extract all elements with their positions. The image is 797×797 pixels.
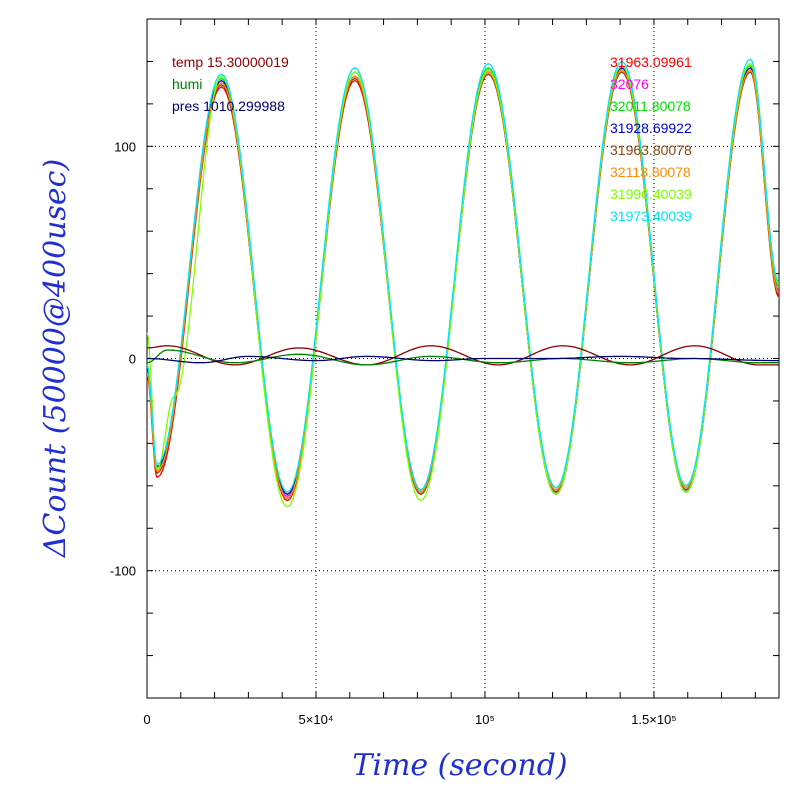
legend-entry: 31963.80078 xyxy=(610,142,692,158)
x-tick-label: 10⁵ xyxy=(475,712,495,727)
series-line xyxy=(146,58,780,493)
legend-entry: humi xyxy=(172,76,202,92)
x-axis-title: Time (second) xyxy=(352,748,567,783)
x-tick-label: 1.5×10⁵ xyxy=(631,712,677,727)
y-tick-label: 100 xyxy=(114,139,136,154)
y-axis-title: ΔCount (50000@400usec) xyxy=(38,159,73,558)
legend-right: 31963.09961 32076 32011.80078 31928.69922 31… xyxy=(610,54,692,224)
legend-entry: 31963.09961 xyxy=(610,54,692,70)
legend-entry: 31928.69922 xyxy=(610,120,692,136)
series-line xyxy=(147,349,779,366)
legend-entry: 32011.80078 xyxy=(610,98,691,114)
series-line xyxy=(147,345,779,366)
y-tick-label: -100 xyxy=(110,564,136,579)
legend-entry: 31973.40039 xyxy=(610,208,692,224)
series-lines xyxy=(146,58,780,508)
legend-entry: 32113.80078 xyxy=(610,164,691,180)
series-line xyxy=(146,62,780,508)
legend-entry: 32076 xyxy=(610,76,649,92)
legend-entry: temp 15.30000019 xyxy=(172,54,289,70)
ticks: 0 5×10⁴ 10⁵ 1.5×10⁵ -100 0 100 xyxy=(110,18,779,727)
legend-entry: pres 1010.299988 xyxy=(172,98,285,114)
x-tick-label: 5×10⁴ xyxy=(299,712,334,727)
x-tick-label: 0 xyxy=(143,712,150,727)
grid xyxy=(147,19,779,698)
series-line xyxy=(147,355,779,364)
series-line xyxy=(146,71,780,502)
legend-entry: 31996.40039 xyxy=(610,186,692,202)
y-tick-label: 0 xyxy=(129,352,136,367)
legend-left: temp 15.30000019 humi pres 1010.299988 xyxy=(172,54,289,114)
